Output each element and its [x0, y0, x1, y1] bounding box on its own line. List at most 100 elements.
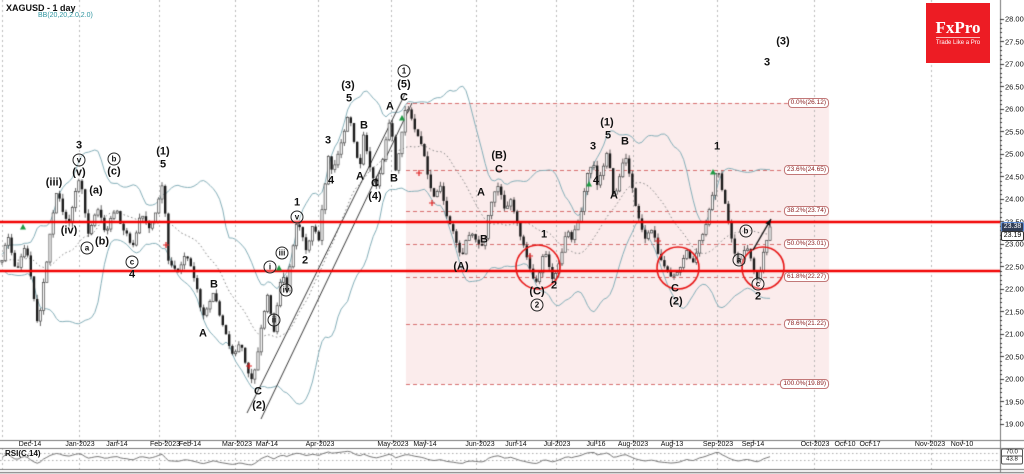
- price-tick-label: 22.00: [1005, 284, 1024, 294]
- price-tick-label: 24.00: [1005, 194, 1024, 204]
- date-tick-label: Jun-2023: [465, 441, 495, 448]
- wave-label: 3: [324, 134, 332, 147]
- wave-label: (iv): [60, 224, 78, 237]
- price-tick-label: 23.00: [1005, 239, 1024, 249]
- price-tick-label: 21.00: [1005, 329, 1024, 339]
- wave-label: 3: [763, 56, 771, 69]
- wave-label: 2: [301, 254, 309, 267]
- wave-label: C: [400, 91, 408, 104]
- wave-label: i: [263, 260, 277, 274]
- date-tick-label: Jan-2023: [65, 441, 95, 448]
- wave-label: 3: [75, 139, 83, 152]
- price-tick-label: 25.50: [1005, 127, 1024, 136]
- wave-label: A: [386, 100, 394, 113]
- price-tick-label: 19.50: [1005, 397, 1024, 406]
- date-tick-label: Oct-17: [859, 441, 881, 448]
- wave-label: (5): [397, 78, 411, 91]
- date-tick-label: Sep-2023: [702, 441, 734, 448]
- wave-label: 1: [540, 228, 548, 241]
- date-tick-label: Mar-14: [255, 441, 279, 448]
- wave-label: v: [72, 153, 86, 167]
- date-tick-label: Nov-10: [950, 441, 974, 448]
- price-tick-label: 22.50: [1005, 262, 1024, 271]
- wave-label: (b): [94, 235, 110, 248]
- wave-label: A: [610, 189, 618, 202]
- price-tick-label: 24.50: [1005, 172, 1024, 181]
- price-tick-label: 21.50: [1005, 307, 1024, 316]
- wave-label: A: [477, 186, 485, 199]
- date-tick-label: Oct-2023: [800, 441, 830, 448]
- fxpro-brand-text: FxPro: [935, 18, 981, 37]
- wave-label: b: [107, 152, 121, 166]
- wave-label: C: [371, 177, 379, 190]
- wave-label: (a): [89, 184, 103, 197]
- date-tick-label: Jun-14: [505, 441, 527, 448]
- wave-label: c: [125, 255, 139, 269]
- date-tick-label: Aug-13: [660, 441, 684, 448]
- wave-label: C: [671, 282, 679, 295]
- current-price-badge: 23.19: [1001, 231, 1024, 241]
- wave-label: a: [732, 253, 746, 267]
- wave-label: (3): [776, 35, 790, 48]
- date-tick-label: Jul-2023: [543, 441, 571, 448]
- date-tick-label: Dec-14: [18, 441, 42, 448]
- wave-label: (A): [453, 260, 469, 273]
- wave-label: (2): [252, 399, 266, 412]
- date-tick-label: Oct-10: [834, 441, 856, 448]
- wave-label: 4: [128, 268, 136, 281]
- rsi-indicator-label: RSI(C,14): [5, 449, 41, 458]
- fib-level-label: 100.0%(19.89): [780, 379, 829, 389]
- wave-label: (1): [600, 116, 614, 129]
- wave-label: b: [739, 224, 753, 238]
- wave-label: A: [199, 327, 207, 340]
- wave-label: a: [80, 241, 94, 255]
- symbol-title: XAGUSD - 1 day: [6, 3, 76, 13]
- wave-label: 5: [159, 158, 167, 171]
- wave-label: (3): [341, 79, 355, 92]
- date-tick-label: Feb-14: [178, 441, 202, 448]
- date-tick-label: May-2023: [377, 441, 409, 448]
- price-tick-label: 20.00: [1005, 374, 1024, 384]
- wave-label: 2: [530, 298, 544, 312]
- date-tick-label: Jul-16: [586, 441, 606, 448]
- wave-label: 3: [589, 140, 597, 153]
- wave-label: (4): [368, 190, 382, 203]
- date-tick-label: Mar-2023: [222, 441, 252, 448]
- fib-level-label: 50.0%(23.01): [783, 239, 829, 249]
- wave-label: C: [495, 163, 503, 176]
- bollinger-indicator-label: BB(20,20,2.0,2.0): [38, 12, 93, 19]
- price-tick-label: 25.00: [1005, 149, 1024, 159]
- wave-label: ii: [267, 313, 281, 327]
- wave-label: (1): [156, 145, 170, 158]
- wave-label: (v): [72, 166, 86, 179]
- wave-label: iii: [275, 246, 289, 260]
- fib-level-label: 78.6%(21.22): [783, 319, 829, 329]
- wave-label: 5: [345, 92, 353, 105]
- fib-level-label: 61.8%(22.27): [783, 272, 829, 282]
- price-tick-label: 19.00: [1005, 419, 1024, 429]
- wave-label: C: [254, 385, 262, 398]
- wave-label: 4: [327, 174, 335, 187]
- wave-label: 5: [604, 129, 612, 142]
- wave-label: (iii): [45, 176, 63, 189]
- date-tick-label: Sep-14: [741, 441, 765, 448]
- wave-label: 2: [754, 290, 762, 303]
- date-tick-label: Aug-2023: [617, 441, 649, 448]
- wave-label: B: [210, 278, 218, 291]
- wave-label: (2): [669, 295, 683, 308]
- wave-label: 2: [550, 279, 558, 292]
- price-tick-label: 26.00: [1005, 104, 1024, 114]
- date-tick-label: Feb-2023: [150, 441, 180, 448]
- wave-label: 1: [293, 196, 301, 209]
- date-tick-label: Jan-14: [106, 441, 128, 448]
- price-tick-label: 26.50: [1005, 82, 1024, 91]
- wave-label: iv: [279, 283, 293, 297]
- wave-label: B: [621, 135, 629, 148]
- price-tick-label: 23.50: [1005, 217, 1024, 226]
- date-tick-label: May-14: [413, 441, 437, 448]
- wave-label: (B): [491, 149, 507, 162]
- wave-label: A: [356, 170, 364, 183]
- fib-level-label: 38.2%(23.74): [783, 206, 829, 216]
